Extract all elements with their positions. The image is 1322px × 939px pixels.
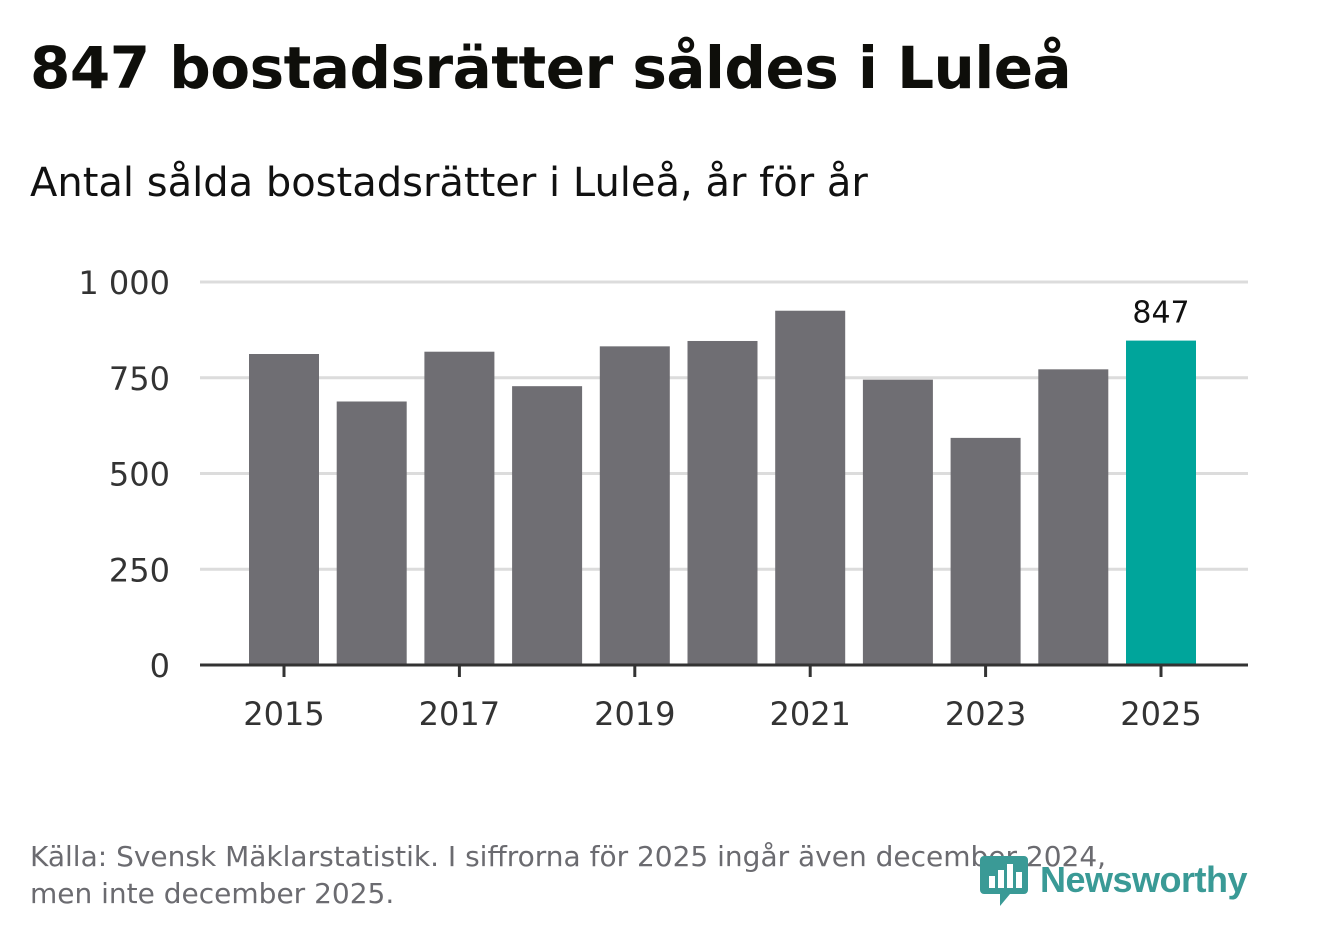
chart-title: 847 bostadsrätter såldes i Luleå xyxy=(30,34,1072,102)
newsworthy-logo: Newsworthy xyxy=(978,852,1248,908)
bar-2017 xyxy=(424,351,495,665)
y-tick-label: 250 xyxy=(109,551,170,589)
x-tick-label: 2015 xyxy=(243,695,324,733)
source-line-2: men inte december 2025. xyxy=(30,877,395,910)
bar-2022 xyxy=(862,379,933,665)
bar-2016 xyxy=(336,401,407,665)
bar-2019 xyxy=(599,346,670,665)
bar-2023 xyxy=(950,437,1021,665)
bar-2021 xyxy=(775,310,846,665)
x-tick-label: 2021 xyxy=(769,695,850,733)
data-label-2025: 847 xyxy=(1132,296,1189,331)
y-axis-tick-labels: 0 250 500 750 1 000 xyxy=(78,264,170,685)
newsworthy-chart-bubble-icon xyxy=(980,856,1028,906)
x-tick-label: 2023 xyxy=(945,695,1026,733)
bar-2025 xyxy=(1126,340,1196,665)
y-tick-label: 750 xyxy=(109,360,170,398)
y-tick-label: 0 xyxy=(150,647,170,685)
bar-2015 xyxy=(249,354,319,665)
bars xyxy=(249,310,1196,665)
source-line-1: Källa: Svensk Mäklarstatistik. I siffror… xyxy=(30,840,1107,873)
chart-subtitle: Antal sålda bostadsrätter i Luleå, år fö… xyxy=(30,160,868,206)
bar-chart: 0 250 500 750 1 000 847 2015 2017 2019 2021 2023… xyxy=(78,264,1248,733)
data-labels: 847 xyxy=(1132,296,1189,331)
y-tick-label: 500 xyxy=(109,456,170,494)
x-tick-label: 2019 xyxy=(594,695,675,733)
bar-2024 xyxy=(1038,369,1109,665)
bar-2018 xyxy=(512,386,583,665)
x-tick-label: 2025 xyxy=(1120,695,1201,733)
x-axis-tick-labels: 2015 2017 2019 2021 2023 2025 xyxy=(243,665,1202,733)
bar-2020 xyxy=(687,340,758,665)
source-note: Källa: Svensk Mäklarstatistik. I siffror… xyxy=(30,838,1106,912)
newsworthy-logo-text: Newsworthy xyxy=(1040,859,1248,900)
y-tick-label: 1 000 xyxy=(78,264,170,302)
x-tick-label: 2017 xyxy=(419,695,500,733)
